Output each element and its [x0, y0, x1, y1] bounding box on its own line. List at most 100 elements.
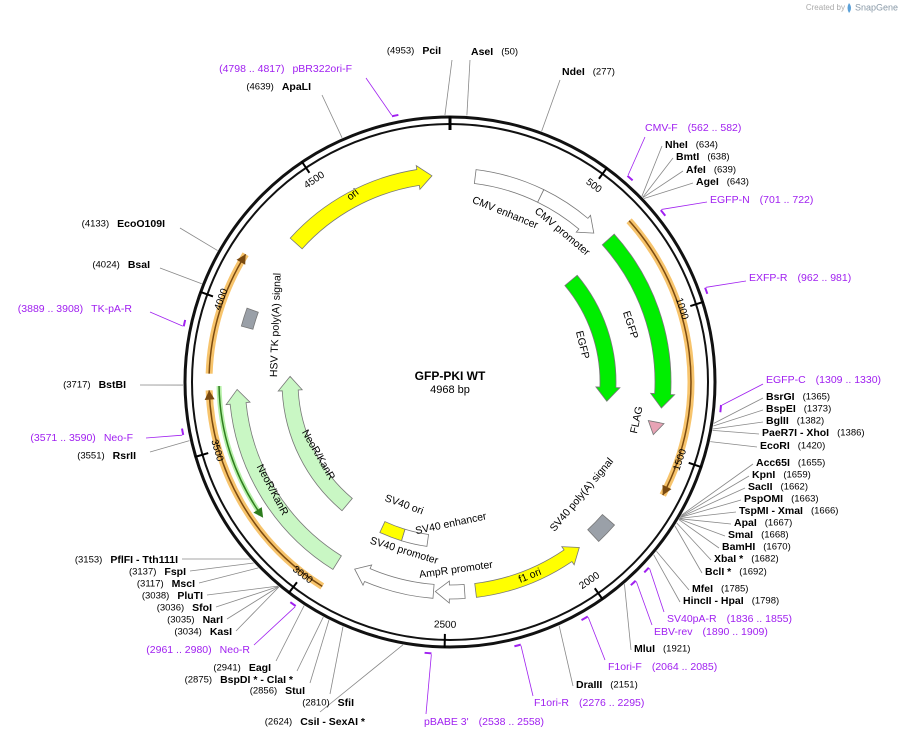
primer-mark	[660, 209, 667, 217]
label-position: (1655)	[798, 458, 825, 469]
label-name: PciI	[422, 45, 441, 57]
label-name: F1ori-R	[534, 697, 569, 709]
site-leader	[275, 605, 305, 662]
label-name: NdeI	[562, 66, 585, 78]
label-position: (2064 .. 2085)	[652, 661, 717, 673]
binding-line	[218, 386, 262, 515]
label-position: (4024)	[92, 260, 119, 271]
label-name: SmaI	[728, 529, 753, 541]
label-position: (1785)	[721, 584, 748, 595]
site-leader	[149, 440, 190, 453]
label-name: pBABE 3'	[424, 716, 469, 728]
label-position: (3571 .. 3590)	[30, 432, 95, 444]
primer-mark	[581, 615, 589, 621]
label-name: XbaI *	[714, 553, 744, 565]
site-leader	[189, 562, 254, 572]
binding-band	[205, 252, 249, 374]
site-leader	[296, 616, 324, 672]
site-leader	[215, 586, 279, 608]
label-name: EcoO109I	[117, 218, 165, 230]
primer-mark	[514, 643, 521, 648]
primer-leader	[149, 311, 183, 327]
label-position: (639)	[714, 165, 736, 176]
label-name: PspOMI	[744, 493, 783, 505]
label-position: (1386)	[837, 428, 864, 439]
label-name: PluTI	[177, 590, 203, 602]
label-position: (2941)	[213, 663, 240, 674]
ring-tick	[689, 300, 704, 308]
primer-mark	[181, 428, 185, 436]
primer-mark	[182, 319, 187, 327]
feature-arrow	[587, 513, 616, 543]
label-name: DraIII	[576, 679, 602, 691]
label-position: (638)	[707, 152, 729, 163]
label-position: (1659)	[783, 470, 810, 481]
label-name: BsaI	[128, 259, 150, 271]
site-leader	[678, 519, 720, 549]
site-leader	[679, 511, 737, 519]
label-position: (277)	[593, 67, 615, 78]
label-position: (2276 .. 2295)	[579, 697, 644, 709]
label-name: MfeI	[692, 583, 713, 595]
label-name: SV40pA-R	[667, 613, 717, 625]
site-leader	[235, 586, 280, 632]
site-leader	[676, 522, 712, 561]
primer-mark	[391, 113, 399, 118]
label-name: ApaI	[734, 517, 757, 529]
label-name: F1ori-F	[608, 661, 642, 673]
site-leader	[329, 626, 344, 695]
label-position: (2151)	[610, 680, 637, 691]
site-leader	[159, 267, 202, 285]
primer-leader	[661, 201, 708, 210]
site-leader	[321, 94, 343, 138]
feature-arrow	[354, 564, 435, 599]
site-leader	[643, 182, 694, 199]
label-position: (1668)	[761, 530, 788, 541]
label-name: Neo-F	[104, 432, 133, 444]
label-position: (962 .. 981)	[798, 272, 852, 284]
feature-arrow	[601, 233, 676, 409]
label-position: (1382)	[797, 416, 824, 427]
site-leader	[319, 644, 404, 713]
binding-line	[208, 253, 247, 374]
label-name: PaeR7I - XhoI	[762, 427, 829, 439]
label-position: (2961 .. 2980)	[146, 644, 211, 656]
plasmid-name: GFP-PKI WT	[415, 369, 486, 383]
feature-label: SV40 ori	[383, 492, 425, 517]
label-name: BspEI	[766, 403, 796, 415]
label-position: (1836 .. 1855)	[727, 613, 792, 625]
label-name: CMV-F	[645, 122, 678, 134]
label-name: NarI	[203, 614, 224, 626]
primer-leader	[627, 136, 646, 176]
feature-label: CMV enhancer	[470, 194, 540, 232]
primer-mark	[630, 580, 637, 586]
label-name: TK-pA-R	[91, 303, 132, 315]
label-position: (1798)	[752, 596, 779, 607]
label-name: EcoRI	[760, 440, 790, 452]
label-name: ApaLI	[282, 81, 311, 93]
label-position: (4798 .. 4817)	[219, 63, 284, 75]
ring-tick	[593, 587, 604, 601]
feature-label: ori	[345, 187, 362, 204]
site-leader	[226, 586, 279, 620]
site-leader	[674, 525, 703, 574]
label-position: (3035)	[167, 615, 194, 626]
label-name: EagI	[249, 662, 271, 674]
feature-label: SV40 enhancer	[414, 510, 488, 537]
label-position: (3117)	[137, 579, 164, 590]
label-position: (4639)	[246, 82, 273, 93]
feature-arrow	[474, 546, 580, 598]
primer-leader	[253, 606, 296, 646]
primer-mark	[704, 287, 709, 295]
site-leader	[642, 157, 674, 198]
label-name: Acc65I	[756, 457, 790, 469]
primer-leader	[145, 434, 183, 439]
label-name: BmtI	[676, 151, 699, 163]
ring-tick-label: 4000	[213, 287, 231, 312]
feature-arrow	[289, 164, 433, 250]
plasmid-size: 4968 bp	[430, 384, 470, 396]
ring-tick	[194, 452, 209, 458]
site-leader	[712, 421, 764, 430]
ring-tick	[300, 160, 311, 174]
primer-mark	[424, 651, 432, 655]
